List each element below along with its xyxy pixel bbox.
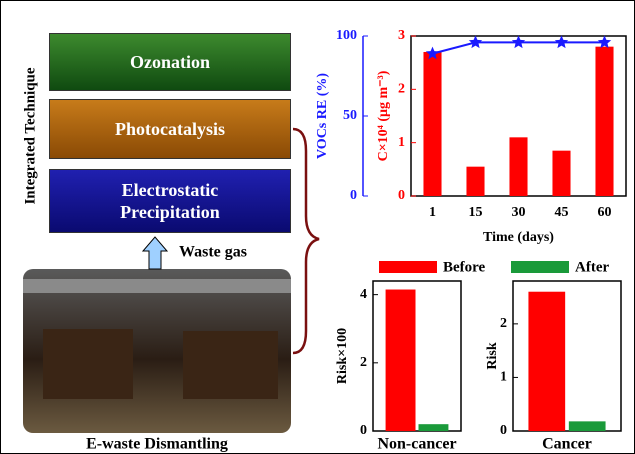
plot-frame	[372, 280, 462, 432]
y2-tick-label: 100	[336, 28, 357, 43]
bar	[509, 137, 528, 196]
y-tick-label: 2	[360, 355, 367, 370]
y-tick-label: 0	[500, 423, 507, 438]
line-marker	[511, 35, 526, 49]
legend-swatch	[511, 261, 569, 273]
x-tick-label: Non-cancer	[377, 436, 456, 453]
x-tick-label: 15	[469, 205, 483, 220]
y2-tick-label: 0	[350, 188, 357, 203]
bar	[466, 166, 485, 196]
x-tick-label: 30	[512, 205, 526, 220]
bar	[568, 421, 606, 431]
line-marker	[554, 35, 569, 49]
y-axis-label: Risk×100	[335, 328, 350, 384]
side-label: Integrated Technique	[22, 67, 38, 204]
x-tick-label: Cancer	[542, 436, 592, 453]
y-tick-label: 2	[398, 82, 405, 97]
y-axis-label: C×10⁴ (μg m⁻³)	[376, 70, 391, 161]
x-tick-label: 1	[429, 205, 436, 220]
y-tick-label: 1	[398, 135, 405, 150]
legend-label: After	[575, 259, 609, 275]
legend-swatch	[379, 261, 437, 273]
line-marker	[597, 35, 612, 49]
input-label: Waste gas	[179, 244, 247, 261]
y-tick-label: 2	[500, 316, 507, 331]
x-tick-label: 45	[555, 205, 569, 220]
stage-box: Electrostatic Precipitation	[49, 169, 291, 233]
y-tick-label: 4	[360, 287, 367, 302]
y2-axis-label: VOCs RE (%)	[315, 73, 330, 159]
plot-frame	[512, 280, 622, 432]
x-tick-label: 60	[598, 205, 612, 220]
y-tick-label: 0	[398, 188, 405, 203]
photo-shape	[183, 331, 278, 399]
bar	[552, 150, 571, 196]
photo-shape	[23, 279, 291, 293]
x-axis-label: Time (days)	[483, 230, 554, 245]
y2-tick-label: 50	[343, 108, 357, 123]
arrow	[141, 236, 169, 270]
y-axis-label: Risk	[485, 342, 500, 369]
y-tick-label: 1	[500, 370, 507, 385]
stage-box: Photocatalysis	[49, 99, 291, 159]
bar	[528, 291, 566, 431]
bar	[595, 46, 614, 196]
legend-label: Before	[443, 259, 486, 275]
photo-shape	[43, 329, 133, 399]
photo	[23, 269, 291, 433]
line-marker	[425, 46, 440, 60]
source-label: E-waste Dismantling	[86, 436, 228, 453]
brace	[292, 127, 320, 355]
bar	[418, 424, 449, 431]
line-marker	[468, 35, 483, 49]
stage-box: Ozonation	[49, 33, 291, 91]
y-tick-label: 3	[398, 28, 405, 43]
bar	[385, 289, 416, 431]
bar	[423, 52, 442, 196]
y-tick-label: 0	[360, 423, 367, 438]
